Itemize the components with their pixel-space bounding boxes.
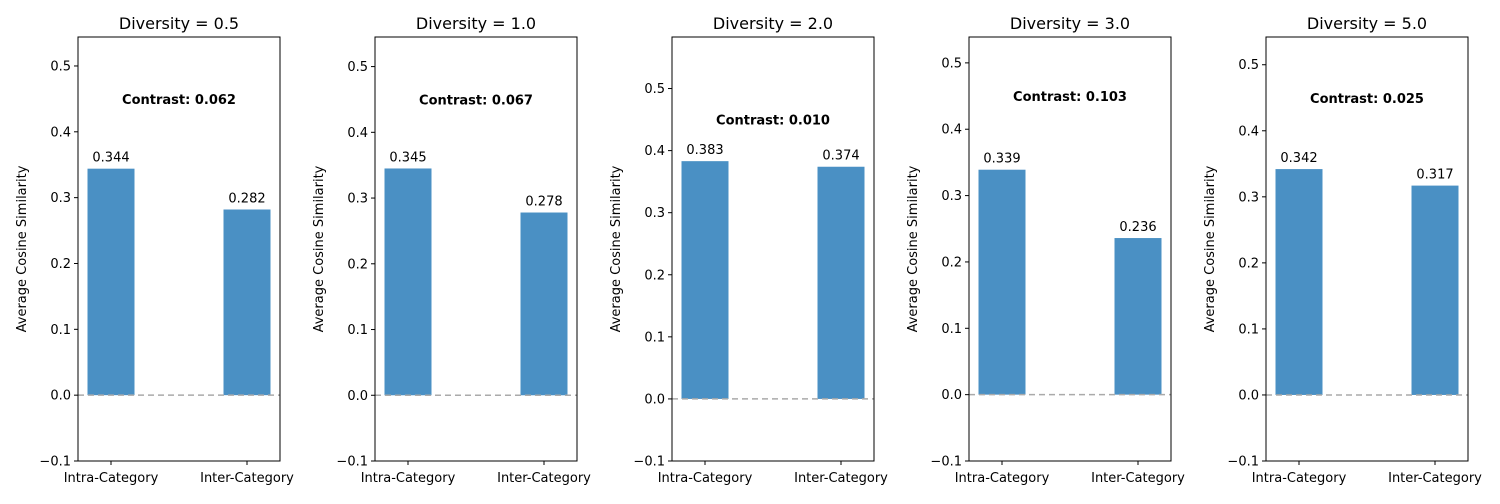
y-axis-label: Average Cosine Similarity xyxy=(609,165,624,332)
y-tick-label: 0.5 xyxy=(1238,58,1259,73)
y-tick-label: 0.0 xyxy=(347,389,368,404)
bar-intra-category xyxy=(1275,169,1323,395)
y-tick-label: 0.2 xyxy=(1238,256,1259,271)
y-tick-label: 0.3 xyxy=(1238,190,1259,205)
x-tick-label: Inter-Category xyxy=(200,471,294,486)
plot-frame xyxy=(374,36,578,462)
bar-inter-category xyxy=(520,212,568,396)
chart-title: Diversity = 5.0 xyxy=(1307,14,1427,33)
y-tick-label: 0.3 xyxy=(644,206,665,221)
y-axis-label: Average Cosine Similarity xyxy=(906,165,921,332)
x-tick-label: Intra-Category xyxy=(361,471,456,486)
bar-value-label: 0.282 xyxy=(228,191,265,206)
y-tick-label: 0.1 xyxy=(941,322,962,337)
y-axis-label: Average Cosine Similarity xyxy=(15,165,30,332)
y-tick-label: −0.1 xyxy=(633,455,665,470)
y-tick-label: 0.0 xyxy=(1238,388,1259,403)
y-tick-label: 0.1 xyxy=(644,330,665,345)
x-tick-label: Inter-Category xyxy=(794,471,888,486)
y-tick-label: 0.4 xyxy=(644,144,665,159)
bar-value-label: 0.342 xyxy=(1280,151,1317,166)
bar-inter-category xyxy=(817,166,865,399)
y-axis-label: Average Cosine Similarity xyxy=(1203,165,1218,332)
y-tick-label: 0.1 xyxy=(50,323,71,338)
y-tick-label: 0.2 xyxy=(347,257,368,272)
bar-intra-category xyxy=(681,161,729,399)
y-tick-label: −0.1 xyxy=(336,455,368,470)
y-tick-label: 0.5 xyxy=(941,56,962,71)
contrast-annotation: Contrast: 0.067 xyxy=(419,93,533,108)
y-tick-label: 0.5 xyxy=(50,59,71,74)
chart-title: Diversity = 0.5 xyxy=(119,14,239,33)
y-tick-label: 0.5 xyxy=(347,60,368,75)
x-tick-label: Intra-Category xyxy=(658,471,753,486)
y-tick-label: 0.2 xyxy=(50,257,71,272)
x-tick-label: Inter-Category xyxy=(497,471,591,486)
chart-title: Diversity = 3.0 xyxy=(1010,14,1130,33)
y-tick-label: 0.3 xyxy=(941,189,962,204)
y-tick-label: 0.0 xyxy=(50,389,71,404)
contrast-annotation: Contrast: 0.103 xyxy=(1013,90,1127,105)
contrast-annotation: Contrast: 0.025 xyxy=(1310,92,1424,107)
bar-inter-category xyxy=(223,209,271,396)
chart-title: Diversity = 2.0 xyxy=(713,14,833,33)
bar-value-label: 0.374 xyxy=(822,149,859,164)
bar-value-label: 0.317 xyxy=(1416,168,1453,183)
y-tick-label: 0.2 xyxy=(941,255,962,270)
y-tick-label: 0.1 xyxy=(347,323,368,338)
x-tick-label: Intra-Category xyxy=(64,471,159,486)
contrast-annotation: Contrast: 0.062 xyxy=(122,93,236,108)
y-tick-label: 0.0 xyxy=(644,392,665,407)
bar-value-label: 0.345 xyxy=(389,150,426,165)
y-tick-label: 0.2 xyxy=(644,268,665,283)
chart-title: Diversity = 1.0 xyxy=(416,14,536,33)
contrast-annotation: Contrast: 0.010 xyxy=(716,114,830,129)
plot-frame xyxy=(671,36,875,462)
bar-intra-category xyxy=(384,168,432,396)
y-tick-label: 0.5 xyxy=(644,82,665,97)
bar-value-label: 0.236 xyxy=(1119,220,1156,235)
bar-value-label: 0.383 xyxy=(686,143,723,158)
bar-value-label: 0.339 xyxy=(983,152,1020,167)
x-tick-label: Intra-Category xyxy=(955,471,1050,486)
plot-frame xyxy=(968,36,1172,462)
bar-inter-category xyxy=(1114,238,1162,395)
bar-value-label: 0.278 xyxy=(525,195,562,210)
bar-value-label: 0.344 xyxy=(92,151,129,166)
bar-inter-category xyxy=(1411,185,1459,395)
bar-intra-category xyxy=(87,168,135,396)
plot-frame xyxy=(1265,36,1469,462)
y-tick-label: 0.1 xyxy=(1238,322,1259,337)
y-axis-label: Average Cosine Similarity xyxy=(312,165,327,332)
x-tick-label: Intra-Category xyxy=(1252,471,1347,486)
y-tick-label: −0.1 xyxy=(39,455,71,470)
y-tick-label: 0.4 xyxy=(1238,124,1259,139)
y-tick-label: −0.1 xyxy=(1227,455,1259,470)
x-tick-label: Inter-Category xyxy=(1091,471,1185,486)
bar-intra-category xyxy=(978,169,1026,395)
y-tick-label: −0.1 xyxy=(930,455,962,470)
y-tick-label: 0.3 xyxy=(50,191,71,206)
y-tick-label: 0.4 xyxy=(50,125,71,140)
y-tick-label: 0.4 xyxy=(347,126,368,141)
y-tick-label: 0.4 xyxy=(941,123,962,138)
y-tick-label: 0.0 xyxy=(941,388,962,403)
x-tick-label: Inter-Category xyxy=(1388,471,1482,486)
y-tick-label: 0.3 xyxy=(347,192,368,207)
plot-frame xyxy=(77,36,281,462)
